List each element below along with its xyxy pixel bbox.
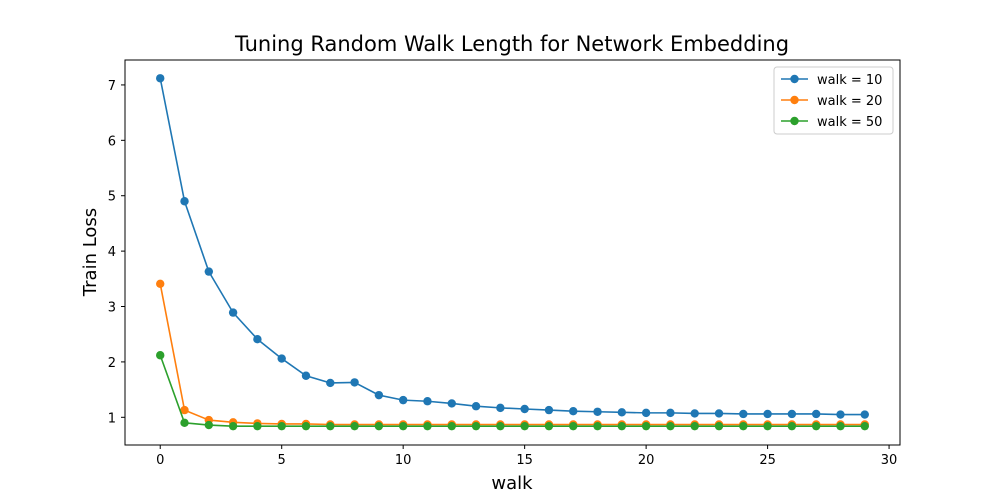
- data-point: [326, 421, 335, 431]
- data-point: [690, 421, 699, 431]
- data-point: [277, 354, 286, 363]
- legend-box: [773, 66, 894, 135]
- plot-frame: [124, 59, 901, 446]
- y-tick-label: 3: [108, 301, 116, 316]
- legend-label: walk = 50: [817, 115, 882, 130]
- series-layer: [156, 74, 869, 431]
- data-point: [836, 410, 845, 419]
- data-point: [156, 279, 165, 288]
- legend-marker: [790, 95, 799, 105]
- data-point: [666, 421, 675, 431]
- x-axis: 0 5 10 15 20 25 30: [156, 445, 897, 468]
- data-point: [326, 378, 335, 388]
- plot-background: [125, 60, 900, 445]
- plot-border: [124, 59, 901, 446]
- data-point: [544, 421, 554, 431]
- legend-marker: [790, 116, 799, 126]
- data-point: [374, 390, 384, 400]
- data-point: [228, 308, 238, 317]
- series-1: [156, 74, 869, 419]
- y-axis-title: Train Loss: [80, 208, 101, 297]
- data-point: [496, 403, 505, 413]
- data-point: [836, 421, 845, 431]
- data-point: [641, 408, 651, 418]
- data-point: [301, 421, 311, 431]
- data-point: [471, 421, 481, 431]
- data-point: [423, 421, 432, 431]
- chart-title: Tuning Random Walk Length for Network Em…: [234, 32, 789, 56]
- data-point: [253, 334, 262, 344]
- data-point: [569, 421, 578, 431]
- data-point: [811, 421, 821, 431]
- data-point: [204, 420, 214, 430]
- x-tick-label: 25: [759, 453, 776, 468]
- data-point: [253, 421, 262, 431]
- data-point: [398, 421, 408, 431]
- x-tick-label: 15: [516, 453, 533, 468]
- data-point: [593, 407, 602, 416]
- data-point: [374, 421, 384, 431]
- data-point: [593, 421, 602, 431]
- data-point: [156, 74, 165, 83]
- data-point: [811, 409, 821, 419]
- data-point: [714, 421, 724, 431]
- y-tick-label: 1: [108, 411, 116, 426]
- data-point: [617, 421, 627, 431]
- data-point: [617, 408, 627, 417]
- y-axis: 1 2 3 4 5 6 7: [108, 79, 125, 426]
- data-point: [690, 409, 699, 418]
- data-point: [496, 421, 505, 431]
- legend-label: walk = 20: [817, 94, 882, 109]
- data-point: [180, 418, 189, 428]
- data-point: [350, 421, 359, 431]
- data-point: [156, 351, 165, 360]
- data-point: [739, 409, 748, 419]
- data-point: [180, 405, 189, 415]
- data-point: [860, 410, 869, 419]
- data-point: [398, 395, 408, 405]
- y-tick-label: 4: [108, 245, 116, 260]
- data-point: [544, 405, 554, 415]
- x-tick-label: 10: [395, 453, 412, 468]
- data-point: [180, 197, 189, 206]
- data-point: [763, 409, 772, 419]
- data-point: [447, 399, 456, 408]
- data-point: [520, 404, 529, 414]
- legend-marker: [790, 74, 799, 84]
- x-tick-label: 0: [156, 453, 164, 468]
- data-point: [423, 397, 432, 406]
- data-point: [641, 421, 651, 431]
- y-tick-label: 5: [108, 190, 116, 205]
- data-point: [277, 421, 286, 431]
- x-tick-label: 30: [881, 453, 898, 468]
- data-point: [739, 421, 748, 431]
- plot-area: [125, 60, 900, 445]
- data-point: [350, 378, 359, 387]
- data-point: [763, 421, 772, 431]
- data-point: [301, 371, 311, 380]
- data-point: [787, 421, 797, 431]
- x-tick-label: 5: [278, 453, 286, 468]
- data-point: [569, 407, 578, 416]
- data-point: [787, 409, 797, 419]
- data-point: [860, 421, 869, 431]
- y-tick-label: 7: [108, 79, 116, 94]
- legend: walk = 10 walk = 20 walk = 50: [773, 66, 894, 135]
- y-tick-label: 6: [108, 134, 116, 149]
- data-point: [204, 267, 214, 276]
- series-3: [156, 351, 869, 431]
- data-point: [666, 408, 675, 418]
- data-point: [520, 421, 529, 431]
- data-point: [447, 421, 456, 431]
- y-tick-label: 2: [108, 356, 116, 371]
- x-tick-label: 20: [638, 453, 655, 468]
- data-point: [228, 421, 238, 431]
- legend-label: walk = 10: [817, 73, 882, 88]
- x-axis-title: walk: [491, 473, 533, 494]
- data-point: [471, 402, 481, 411]
- data-point: [714, 409, 724, 418]
